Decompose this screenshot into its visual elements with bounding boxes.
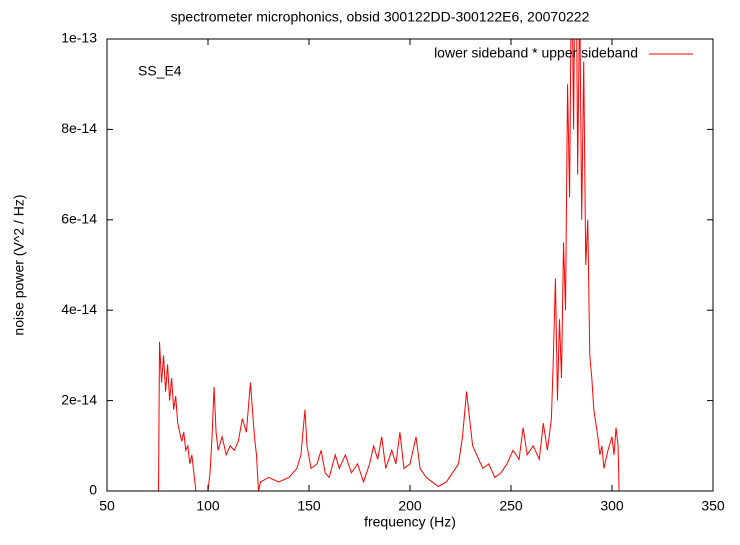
x-tick-label: 150: [297, 498, 321, 514]
y-tick-label: 8e-14: [61, 120, 97, 136]
plot-frame: [106, 38, 714, 492]
x-axis-label: frequency (Hz): [364, 514, 456, 530]
y-tick-label: 1e-13: [61, 30, 97, 46]
y-axis-label: noise power (V^2 / Hz): [11, 194, 27, 335]
x-tick-label: 300: [600, 498, 624, 514]
x-tick-label: 50: [99, 498, 115, 514]
x-tick-label: 100: [196, 498, 220, 514]
legend-label: lower sideband * upper sideband: [434, 45, 638, 61]
x-tick-label: 250: [499, 498, 523, 514]
y-tick-label: 6e-14: [61, 211, 97, 227]
y-tick-label: 2e-14: [61, 391, 97, 407]
y-tick-label: 4e-14: [61, 301, 97, 317]
annotation: SS_E4: [138, 63, 182, 79]
chart-title: spectrometer microphonics, obsid 300122D…: [171, 9, 590, 25]
plot-area: [107, 39, 713, 491]
y-tick-label: 0: [89, 482, 97, 498]
x-tick-label: 200: [398, 498, 422, 514]
x-tick-label: 350: [701, 498, 725, 514]
data-line: [107, 39, 713, 491]
